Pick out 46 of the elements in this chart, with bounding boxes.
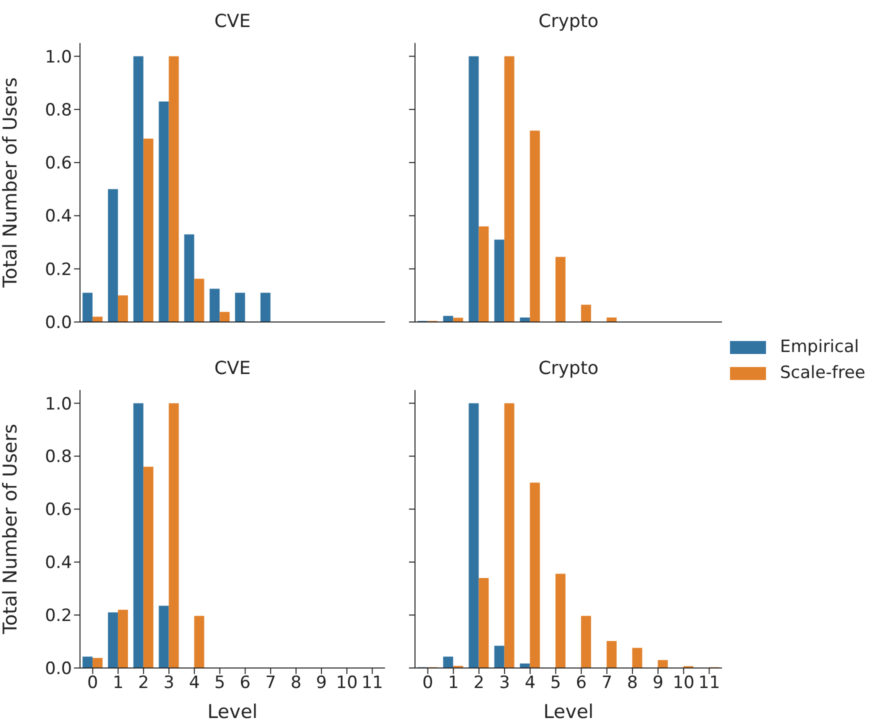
- x-tick-label: 10: [672, 673, 694, 694]
- y-tick-label: 0.8: [44, 447, 72, 468]
- x-tick-label: 7: [601, 673, 612, 694]
- x-tick-label: 5: [214, 673, 226, 694]
- x-tick-label: 11: [698, 673, 720, 694]
- y-tick-label: 0.8: [44, 100, 72, 120]
- legend-label: Empirical: [780, 337, 860, 357]
- x-tick-label: 9: [652, 673, 664, 694]
- y-tick-label: 0.2: [44, 260, 72, 280]
- chart-title: Crypto: [537, 358, 600, 379]
- y-axis-title: Total Number of Users: [0, 424, 22, 636]
- x-tick-label: 0: [422, 673, 434, 694]
- x-tick-label: 6: [240, 673, 251, 694]
- y-tick-label: 1.0: [44, 47, 72, 68]
- y-tick-label: 0.6: [44, 500, 72, 520]
- x-tick-label: 10: [336, 673, 358, 694]
- x-tick-label: 5: [550, 673, 562, 694]
- x-tick-label: 9: [316, 673, 327, 694]
- chart-title: CVE: [213, 11, 252, 32]
- x-tick-label: 1: [112, 673, 124, 694]
- y-tick-label: 0.6: [44, 154, 72, 174]
- x-tick-label: 4: [188, 673, 200, 694]
- x-tick-label: 2: [474, 673, 484, 694]
- y-axis-title: Total Number of Users: [0, 77, 22, 289]
- x-tick-label: 6: [576, 673, 587, 694]
- x-tick-label: 0: [87, 673, 98, 694]
- y-tick-label: 0.4: [44, 206, 72, 227]
- x-tick-label: 3: [164, 673, 174, 694]
- y-tick-label: 1.0: [44, 394, 72, 414]
- y-tick-label: 0.0: [44, 659, 72, 680]
- x-tick-label: 1: [448, 673, 459, 694]
- x-tick-label: 8: [290, 673, 302, 694]
- y-tick-label: 0.0: [44, 313, 72, 334]
- x-tick-label: 3: [499, 673, 510, 694]
- x-tick-label: 11: [361, 673, 384, 694]
- x-tick-label: 8: [627, 673, 638, 694]
- x-tick-label: 7: [265, 673, 276, 694]
- x-tick-label: 4: [524, 673, 536, 694]
- x-axis-title: Level: [543, 701, 594, 722]
- x-tick-label: 2: [138, 673, 149, 694]
- y-tick-label: 0.4: [44, 553, 72, 574]
- legend-label: Scale-free: [780, 363, 866, 383]
- chart-title: Crypto: [537, 11, 600, 32]
- y-tick-label: 0.2: [44, 606, 72, 626]
- x-axis-title: Level: [207, 701, 258, 722]
- chart-title: CVE: [213, 358, 252, 379]
